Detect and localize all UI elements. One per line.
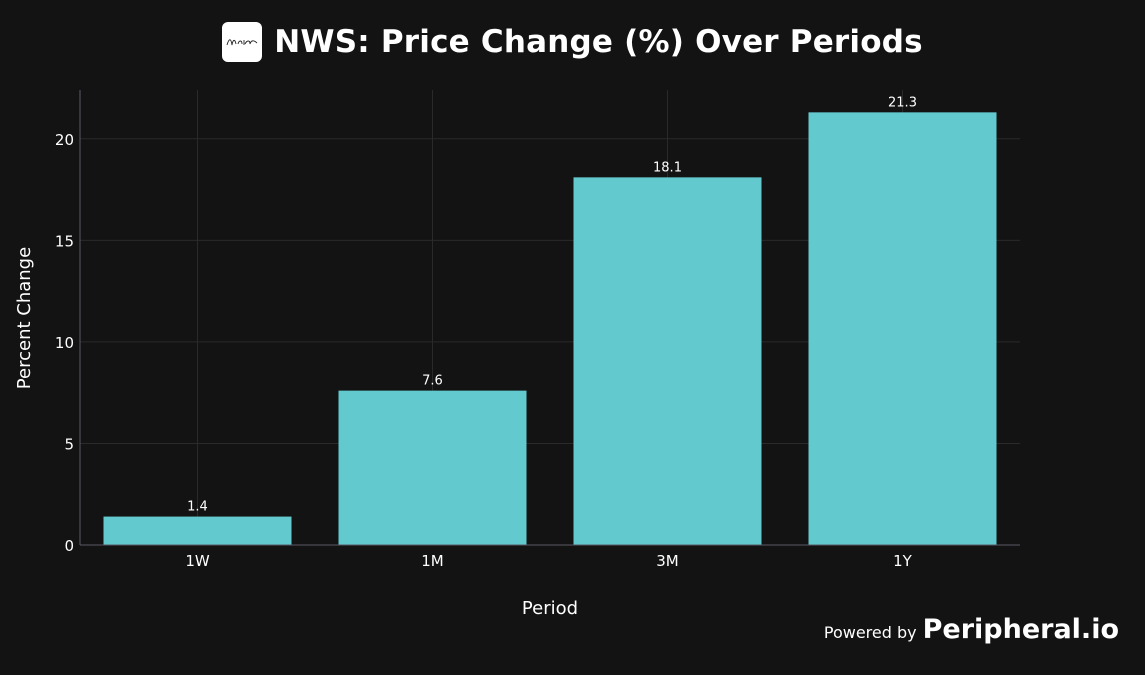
bar-value-label: 18.1	[653, 160, 682, 175]
axis-layer: 0 5 10 15 20 1W 1M 3M 1Y	[55, 90, 1020, 570]
x-tick-label: 1Y	[893, 552, 913, 570]
news-corp-logo-icon	[222, 22, 263, 62]
peripheral-brand[interactable]: Peripheral.io	[922, 614, 1119, 645]
bar-value-label: 21.3	[888, 95, 917, 110]
bar-1Y	[808, 112, 997, 545]
y-tick-label: 15	[55, 232, 74, 250]
x-axis-label: Period	[522, 598, 578, 619]
bar-1M	[338, 390, 527, 545]
chart-title: NWS: Price Change (%) Over Periods	[274, 24, 923, 60]
bar-value-label: 1.4	[187, 500, 208, 515]
title-row: NWS: Price Change (%) Over Periods	[0, 20, 1145, 64]
x-tick-label: 1W	[185, 552, 210, 570]
powered-by: Powered by Peripheral.io	[824, 614, 1119, 645]
bar-3M	[573, 177, 762, 545]
y-tick-label: 0	[64, 537, 74, 555]
logo-script-mark	[226, 39, 258, 46]
bars-layer: 1.4 7.6 18.1 21.3	[103, 95, 997, 545]
x-tick-label: 3M	[656, 552, 679, 570]
y-axis-label: Percent Change	[14, 247, 35, 389]
x-tick-label: 1M	[421, 552, 444, 570]
bar-value-label: 7.6	[422, 374, 443, 389]
y-tick-label: 5	[64, 435, 74, 453]
y-tick-label: 10	[55, 334, 74, 352]
powered-by-label: Powered by	[823, 623, 917, 642]
y-tick-label: 20	[55, 131, 74, 149]
bar-1W	[103, 516, 292, 545]
